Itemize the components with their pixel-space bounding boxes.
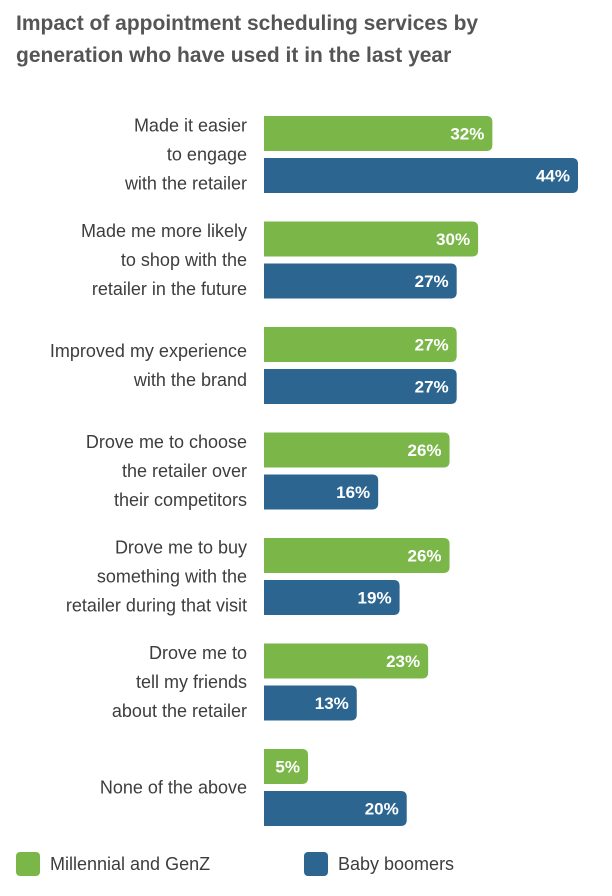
category-label-line: retailer during that visit: [66, 596, 247, 616]
category-label-line: None of the above: [100, 778, 247, 798]
category-label-line: the retailer over: [122, 461, 247, 481]
category-label-3: Improved my experience with the brand: [50, 341, 247, 390]
category-label-2: Made me more likely to shop with the retai…: [81, 221, 247, 299]
bar-value-label-millennial-and-genz-7: 5%: [275, 758, 300, 777]
category-group-1: Made it easier to engage with the retailer…: [124, 116, 578, 194]
legend-label-millennial-genz: Millennial and GenZ: [50, 853, 211, 874]
bar-millennial-and-genz-2: [264, 221, 479, 257]
category-label-5: Drove me to buy something with the retaile…: [66, 538, 247, 616]
bar-value-label-baby-boomers-1: 44%: [536, 167, 570, 186]
chart-title-line-2: generation who have used it in the last …: [16, 44, 452, 67]
bar-baby-boomers-2: [264, 263, 457, 299]
category-group-4: Drove me to choose the retailer over their…: [86, 432, 450, 510]
bar-millennial-and-genz-5: [264, 538, 450, 573]
category-label-6: Drove me to tell my friends about the reta…: [112, 643, 247, 721]
category-group-3: Improved my experience with the brand 27% 2…: [50, 327, 457, 404]
bar-value-label-millennial-and-genz-5: 26%: [408, 547, 442, 566]
category-group-2: Made me more likely to shop with the retai…: [81, 221, 479, 299]
bar-millennial-and-genz-4: [264, 432, 450, 468]
bar-baby-boomers-3: [264, 369, 457, 404]
category-label-line: with the brand: [133, 370, 247, 390]
bar-baby-boomers-5: [264, 580, 400, 615]
category-label-7: None of the above: [100, 778, 247, 798]
category-group-5: Drove me to buy something with the retaile…: [66, 538, 450, 616]
category-label-4: Drove me to choose the retailer over their…: [86, 432, 247, 510]
bar-millennial-and-genz-6: [264, 643, 429, 679]
legend-label-baby-boomers: Baby boomers: [338, 853, 455, 874]
legend-swatch-baby-boomers: [304, 852, 328, 876]
bar-baby-boomers-6: [264, 685, 357, 721]
category-label-line: their competitors: [114, 490, 247, 510]
category-label-line: with the retailer: [124, 174, 247, 194]
bar-value-label-millennial-and-genz-3: 27%: [415, 336, 449, 355]
category-label-line: Drove me to: [149, 643, 247, 663]
category-label-line: Drove me to choose: [86, 432, 247, 452]
legend-item-baby-boomers: Baby boomers: [304, 852, 454, 876]
bar-baby-boomers-1: [264, 158, 578, 193]
category-group-6: Drove me to tell my friends about the reta…: [112, 643, 429, 721]
bar-value-label-millennial-and-genz-4: 26%: [408, 441, 442, 460]
category-label-line: retailer in the future: [92, 279, 247, 299]
bar-value-label-baby-boomers-7: 20%: [365, 800, 399, 819]
category-label-line: to shop with the: [121, 250, 247, 270]
bar-value-label-millennial-and-genz-6: 23%: [386, 652, 420, 671]
category-label-line: to engage: [167, 145, 247, 165]
bar-millennial-and-genz-3: [264, 327, 457, 362]
bar-millennial-and-genz-1: [264, 116, 493, 151]
category-group-7: None of the above 5% 20%: [100, 749, 407, 826]
bar-baby-boomers-4: [264, 474, 379, 510]
legend-item-millennial-genz: Millennial and GenZ: [16, 852, 210, 876]
bar-value-label-baby-boomers-2: 27%: [415, 272, 449, 291]
chart-title-line-1: Impact of appointment scheduling service…: [16, 12, 479, 35]
bar-value-label-baby-boomers-4: 16%: [336, 483, 370, 502]
legend: Millennial and GenZ Baby boomers: [16, 852, 606, 884]
bar-value-label-millennial-and-genz-1: 32%: [450, 125, 484, 144]
bar-millennial-and-genz-7: [264, 749, 308, 784]
legend-swatch-millennial-genz: [16, 852, 40, 876]
category-label-line: something with the: [97, 567, 247, 587]
category-label-line: Made me more likely: [81, 221, 247, 241]
bar-baby-boomers-7: [264, 791, 407, 826]
bar-value-label-baby-boomers-3: 27%: [415, 378, 449, 397]
category-label-1: Made it easier to engage with the retailer: [124, 116, 247, 194]
chart-title: Impact of appointment scheduling service…: [16, 8, 596, 72]
category-label-line: about the retailer: [112, 701, 247, 721]
category-label-line: tell my friends: [136, 672, 247, 692]
bar-value-label-millennial-and-genz-2: 30%: [436, 230, 470, 249]
bar-value-label-baby-boomers-6: 13%: [315, 694, 349, 713]
category-label-line: Drove me to buy: [115, 538, 247, 558]
bar-value-label-baby-boomers-5: 19%: [358, 589, 392, 608]
category-label-line: Improved my experience: [50, 341, 247, 361]
category-label-line: Made it easier: [134, 116, 247, 136]
